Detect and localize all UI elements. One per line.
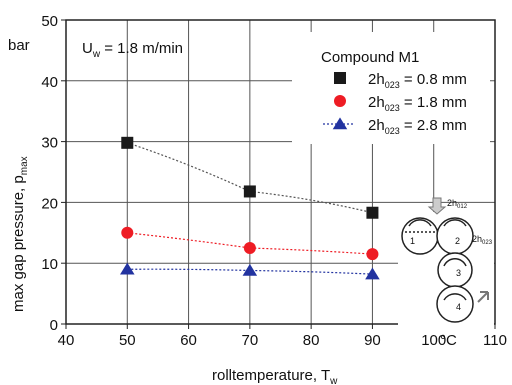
y-tick-label-1: 10 (41, 256, 58, 273)
series-1-point-1 (243, 242, 256, 254)
gap-label-2: 2h023 (472, 234, 493, 246)
speed-annotation-sub: w (92, 49, 101, 60)
series-2-trend-line (127, 268, 373, 275)
roll-4 (436, 285, 474, 323)
roll-4-label: 4 (456, 302, 461, 312)
legend-label-1: 2h023 = 1.8 mm (368, 94, 467, 113)
legend-label-rest-1: = 1.8 mm (400, 94, 467, 111)
y-tick-label-5: 50 (41, 13, 58, 30)
legend-label-rest-0: = 0.8 mm (400, 71, 467, 88)
roll-1-rotation-icon (408, 219, 432, 227)
legend-title: Compound M1 (321, 49, 419, 66)
series-1-trend-line (127, 232, 373, 255)
legend-marker-1 (334, 95, 346, 107)
x-tick-label-5: 90 (364, 332, 381, 349)
legend-marker-2 (332, 117, 348, 130)
speed-annotation-rest: = 1.8 m/min (100, 40, 183, 57)
plot-frame (65, 19, 496, 325)
y-axis-label: max gap pressure, pmax (10, 156, 30, 312)
y-axis-label-main: max gap pressure, p (10, 175, 27, 312)
series-0 (121, 136, 379, 219)
roll-4-rotation-icon (443, 293, 467, 301)
legend-label-0: 2h023 = 0.8 mm (368, 71, 467, 90)
x-tick-label-0: 40 (58, 332, 75, 349)
y-tick-label-0: 0 (50, 317, 58, 334)
y-axis-label-sub: max (19, 156, 30, 175)
exit-arrow-icon (477, 291, 489, 303)
x-axis-label-main: rolltemperature, T (212, 367, 330, 384)
roll-3-label: 3 (456, 268, 461, 278)
x-tick-label-1: 50 (119, 332, 136, 349)
x-tick-label-3: 70 (242, 332, 259, 349)
legend-marker-0 (334, 72, 346, 84)
legend-label-2: 2h023 = 2.8 mm (368, 117, 467, 136)
series-0-point-0 (121, 136, 134, 149)
legend-label-sub-2: 023 (385, 126, 400, 136)
roll-1 (401, 217, 439, 255)
series-layer (120, 136, 380, 280)
series-1-point-0 (121, 226, 134, 239)
roll-1-label: 1 (410, 236, 415, 246)
roll-2-label: 2 (455, 236, 460, 246)
legend-label-sub-0: 023 (385, 80, 400, 90)
speed-annotation: Uw = 1.8 m/min (82, 40, 183, 60)
x-tick-label-4: 80 (303, 332, 320, 349)
roll-diagram: 1 2 3 4 2h012 2h023 (398, 197, 494, 334)
legend-label-main-0: 2h (368, 71, 385, 88)
series-2-point-1 (242, 263, 258, 276)
x-tick-label-6: 100 (421, 332, 446, 349)
legend-box (292, 32, 490, 144)
series-2-point-2 (365, 267, 380, 280)
legend-label-main-2: 2h (368, 117, 385, 134)
series-0-point-1 (243, 185, 256, 198)
series-1 (121, 226, 379, 261)
roll-3-rotation-icon (443, 258, 467, 267)
series-2-point-0 (120, 262, 135, 275)
legend-label-sub-1: 023 (385, 103, 400, 113)
tick-labels: 40 50 60 70 80 90 100 110 0 10 20 30 40 50 (41, 13, 507, 349)
series-2 (120, 262, 380, 280)
x-tick-label-2: 60 (180, 332, 197, 349)
feed-arrow-icon (427, 197, 447, 215)
y-tick-label-4: 40 (41, 74, 58, 91)
y-tick-label-2: 20 (41, 195, 58, 212)
roll-2-rotation-icon (443, 219, 467, 227)
x-axis-label-sub: w (329, 376, 338, 385)
legend-label-rest-2: = 2.8 mm (400, 117, 467, 134)
series-1-point-2 (366, 248, 379, 261)
plot-border (65, 19, 496, 325)
series-0-point-2 (366, 206, 379, 219)
y-tick-label-3: 30 (41, 135, 58, 152)
speed-annotation-main: U (82, 40, 93, 57)
y-unit-label: bar (8, 37, 30, 54)
gap-label-1: 2h012 (447, 198, 468, 210)
legend-label-main-1: 2h (368, 94, 385, 111)
x-axis-label: rolltemperature, Tw (212, 367, 338, 385)
x-unit-label: °C (440, 332, 457, 349)
x-tick-label-7: 110 (483, 332, 507, 349)
